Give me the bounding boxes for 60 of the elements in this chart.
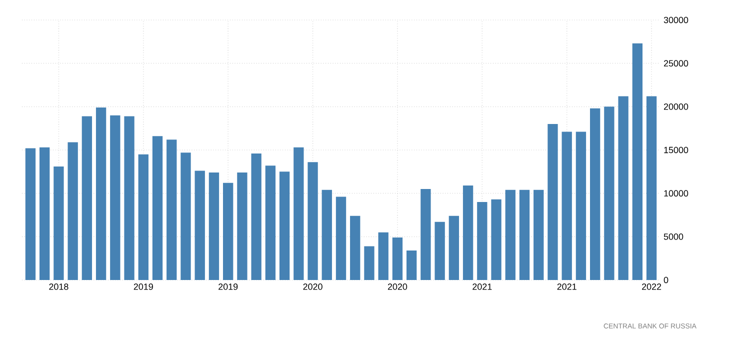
bar bbox=[294, 147, 304, 280]
bar bbox=[350, 216, 360, 280]
x-tick-label: 2021 bbox=[557, 284, 576, 290]
bar bbox=[590, 108, 600, 280]
bar bbox=[462, 186, 474, 280]
y-tick-label: 0 bbox=[664, 276, 668, 284]
bar bbox=[40, 147, 50, 280]
x-tick-label: 2019 bbox=[218, 284, 238, 290]
bar bbox=[632, 43, 643, 280]
bar bbox=[237, 172, 248, 280]
bar bbox=[138, 154, 148, 280]
bar bbox=[448, 216, 460, 280]
bar bbox=[54, 166, 64, 280]
bar bbox=[618, 96, 628, 280]
bar bbox=[96, 108, 106, 280]
y-tick-label: 15000 bbox=[664, 146, 688, 154]
x-tick-label: 2018 bbox=[49, 284, 68, 290]
x-tick-label: 2020 bbox=[388, 284, 408, 290]
bar bbox=[25, 148, 36, 280]
bar bbox=[265, 166, 276, 280]
bar bbox=[576, 132, 586, 280]
bar bbox=[477, 202, 488, 280]
bar bbox=[534, 190, 544, 280]
bar bbox=[406, 250, 417, 280]
bar bbox=[124, 116, 134, 280]
y-tick-label: 5000 bbox=[664, 233, 684, 240]
bar bbox=[223, 182, 234, 280]
bar bbox=[420, 189, 431, 280]
bar bbox=[378, 232, 388, 280]
y-tick-label: 30000 bbox=[664, 16, 688, 24]
x-tick-label: 2019 bbox=[134, 284, 153, 290]
bar bbox=[548, 124, 558, 280]
bar bbox=[505, 190, 516, 280]
bar bbox=[308, 162, 318, 280]
y-tick-label: 10000 bbox=[664, 190, 688, 197]
bar bbox=[519, 190, 530, 280]
bar bbox=[434, 222, 445, 280]
bar bbox=[208, 172, 220, 280]
bar bbox=[194, 170, 205, 280]
x-tick-label: 2021 bbox=[472, 284, 492, 290]
bar bbox=[251, 153, 262, 280]
bar bbox=[364, 246, 374, 280]
bar bbox=[166, 140, 177, 280]
bar bbox=[110, 115, 120, 280]
x-tick-label: 2020 bbox=[303, 284, 322, 290]
bar bbox=[322, 190, 332, 280]
bar bbox=[604, 106, 614, 280]
bar bbox=[68, 142, 78, 280]
bar bbox=[180, 152, 191, 280]
bar bbox=[152, 136, 163, 280]
bar bbox=[646, 96, 657, 280]
bar bbox=[279, 172, 290, 280]
bar bbox=[491, 199, 502, 280]
y-tick-label: 25000 bbox=[664, 60, 688, 67]
bar bbox=[82, 116, 92, 280]
x-tick-label: 2022 bbox=[642, 284, 662, 290]
bar bbox=[336, 196, 346, 280]
bar bbox=[392, 238, 403, 280]
bar bbox=[562, 132, 572, 280]
y-tick-label: 20000 bbox=[664, 103, 688, 110]
